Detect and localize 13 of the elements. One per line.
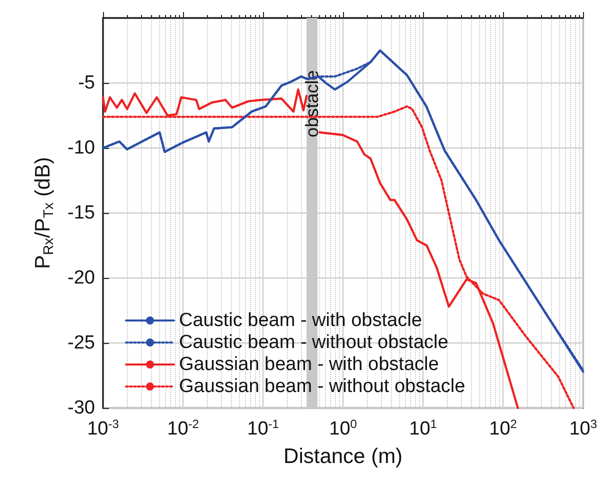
y-tick-label: -30 xyxy=(68,398,95,418)
y-tick-label: -15 xyxy=(68,202,95,224)
legend-label: Gaussian beam - without obstacle xyxy=(179,376,466,397)
legend-label: Caustic beam - without obstacle xyxy=(179,332,448,353)
y-tick-label: -5 xyxy=(78,72,95,94)
y-axis-title: PRx/PTx (dB) xyxy=(32,156,56,270)
y-tick-label: -10 xyxy=(68,138,95,158)
band-label: obstacle xyxy=(302,70,322,138)
legend-label: Gaussian beam - with obstacle xyxy=(179,354,439,375)
y-tick-label: -25 xyxy=(68,332,95,354)
y-tick-label: -20 xyxy=(68,268,95,288)
legend-label: Caustic beam - with obstacle xyxy=(179,310,422,331)
x-axis-title: Distance (m) xyxy=(284,445,403,468)
